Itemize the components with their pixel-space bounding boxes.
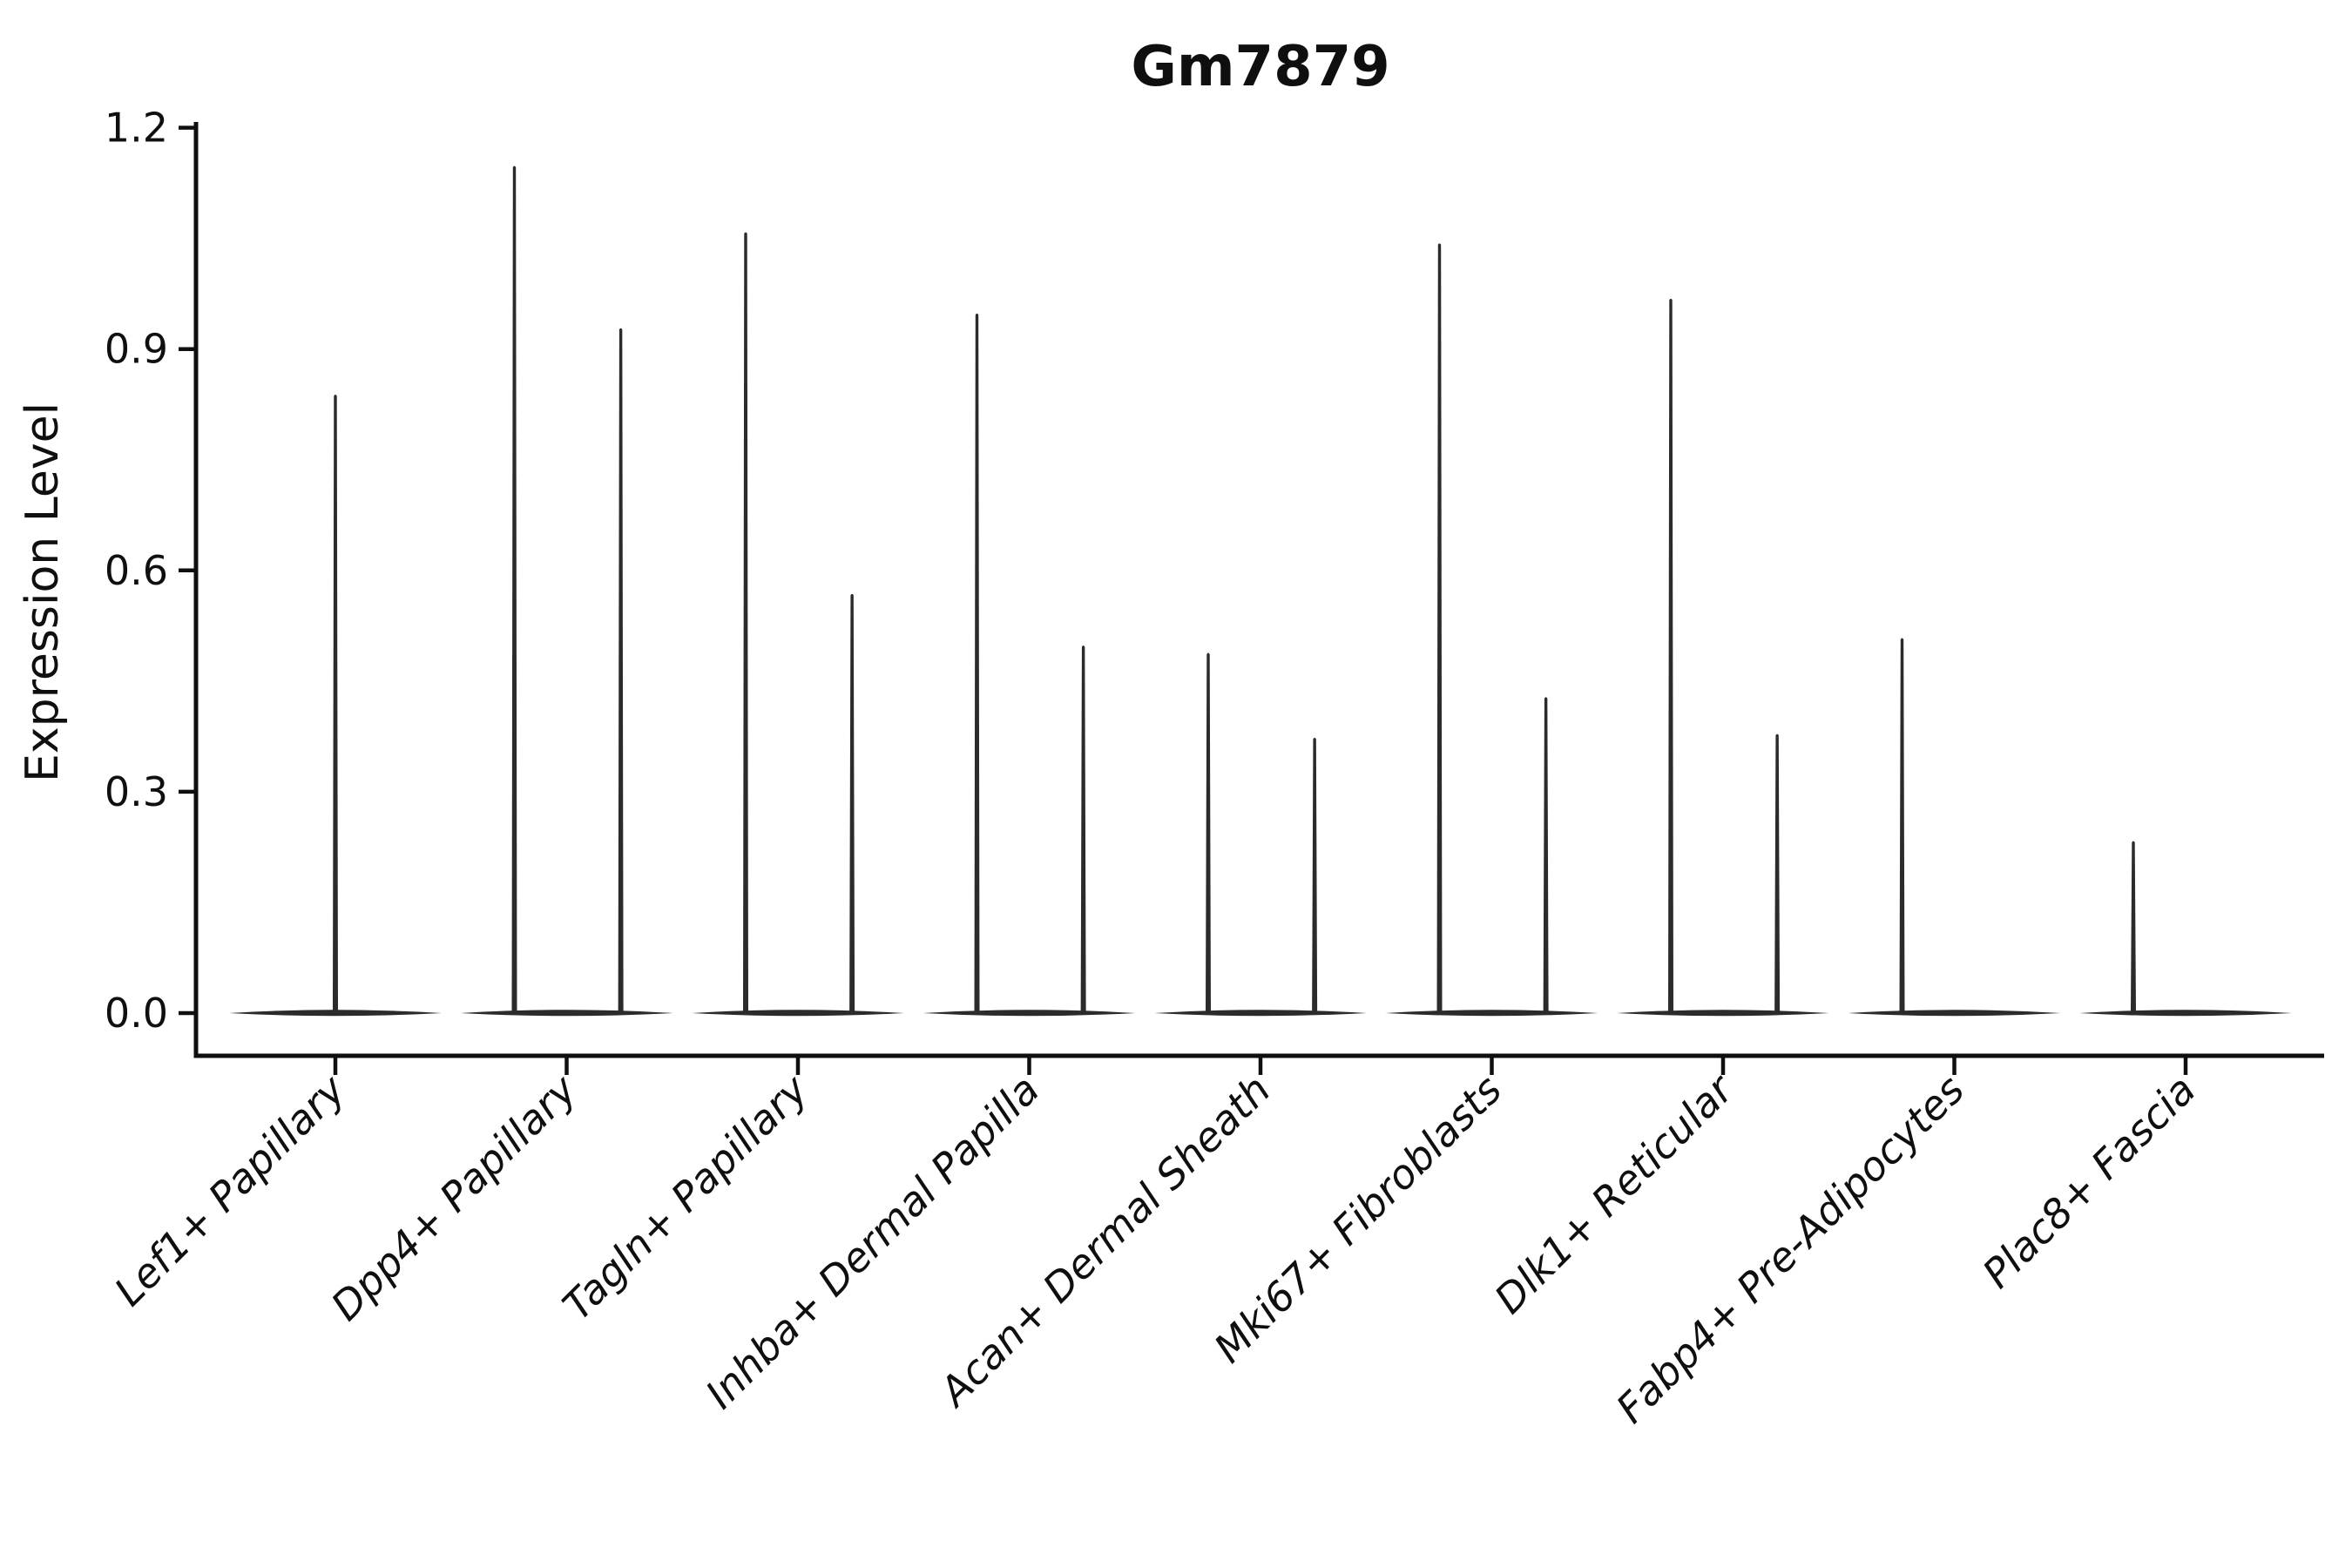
x-tick-label: Plac8+ Fascia bbox=[1973, 1066, 2204, 1297]
violin-spike bbox=[1080, 645, 1086, 1012]
y-tick-label: 0.6 bbox=[105, 547, 168, 594]
chart-title: Gm7879 bbox=[1131, 35, 1389, 99]
violin-base bbox=[2079, 1010, 2292, 1017]
violin-base bbox=[229, 1010, 442, 1017]
violin-spike bbox=[333, 395, 338, 1012]
y-tick-label: 0.0 bbox=[105, 990, 168, 1037]
y-tick-label: 0.9 bbox=[105, 326, 168, 373]
violin-spike bbox=[849, 593, 855, 1012]
violin-spike bbox=[1667, 298, 1673, 1012]
violin-base bbox=[1154, 1010, 1367, 1017]
violin-spike bbox=[2130, 841, 2136, 1012]
y-axis-ticks-group: 0.0 0.3 0.6 0.9 1.2 bbox=[105, 105, 196, 1037]
violin-base bbox=[1385, 1010, 1598, 1017]
violins-group bbox=[229, 166, 2292, 1017]
violin-spike bbox=[1543, 697, 1549, 1012]
violin-base bbox=[460, 1010, 673, 1017]
y-tick-label: 1.2 bbox=[105, 105, 168, 152]
x-tick-label: Tagln+ Papillary bbox=[553, 1065, 817, 1329]
x-tick-label: Dlk1+ Reticular bbox=[1485, 1064, 1744, 1322]
violin-spike bbox=[1899, 638, 1905, 1012]
x-tick-label: Dpp4+ Papillary bbox=[322, 1065, 586, 1329]
violin-base bbox=[923, 1010, 1136, 1017]
x-tick-label: Lef1+ Papillary bbox=[105, 1065, 355, 1315]
violin-spike bbox=[511, 166, 517, 1012]
violin-spike bbox=[1436, 243, 1443, 1012]
violin-spike bbox=[618, 328, 624, 1012]
violin-spike bbox=[1774, 733, 1781, 1012]
violin-base bbox=[692, 1010, 904, 1017]
violin-spike bbox=[1312, 737, 1318, 1012]
violin-base bbox=[1617, 1010, 1829, 1017]
violin-spike bbox=[742, 232, 748, 1012]
y-axis-label: Expression Level bbox=[17, 402, 69, 782]
violin-spike bbox=[974, 313, 980, 1013]
violin-base bbox=[1848, 1010, 2061, 1017]
violin-spike bbox=[1205, 652, 1211, 1012]
y-tick-label: 0.3 bbox=[105, 768, 168, 815]
